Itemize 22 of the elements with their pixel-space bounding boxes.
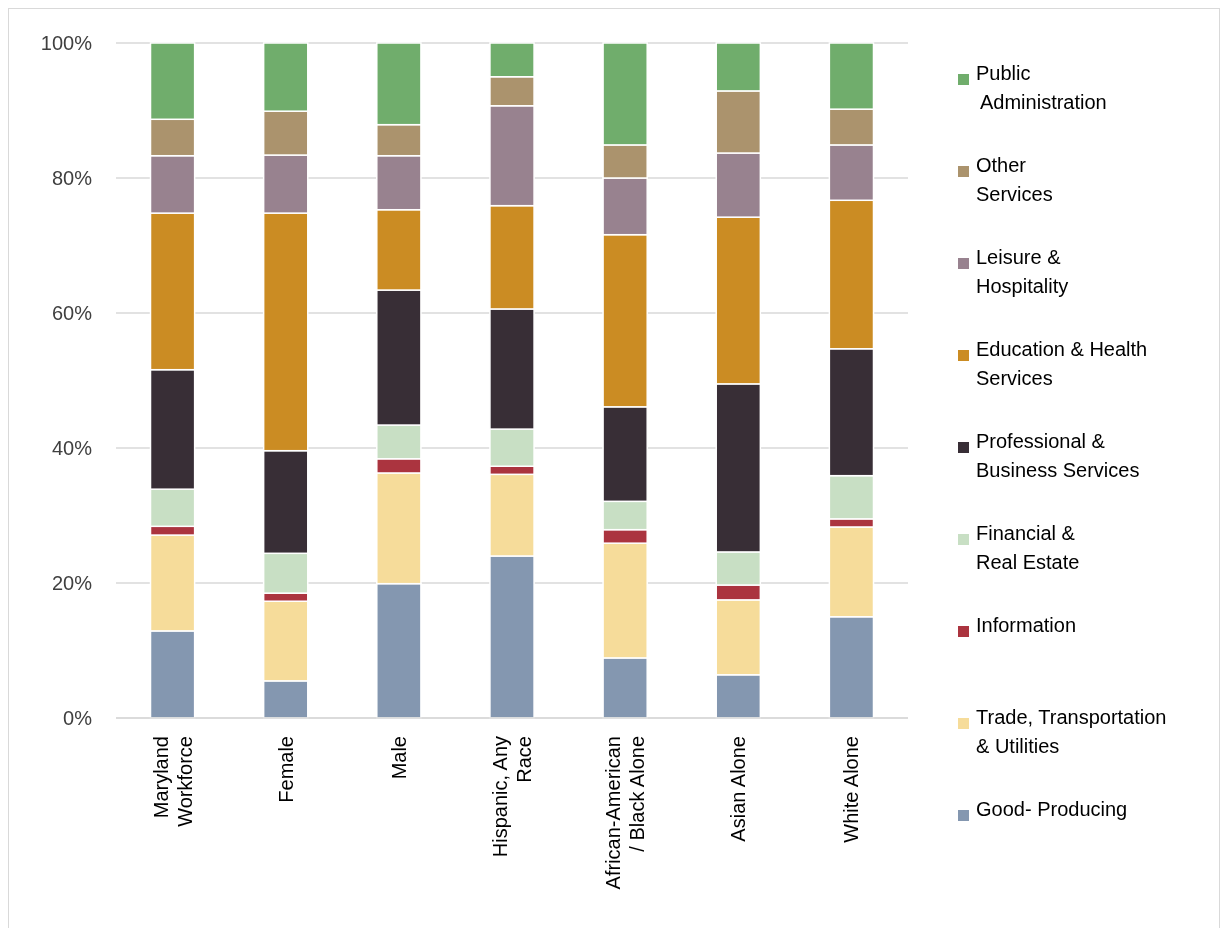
legend-label: Information <box>976 614 1077 636</box>
legend-label: Public Administration <box>976 62 1107 113</box>
legend-label: Trade, Transportation & Utilities <box>976 706 1167 757</box>
x-tick-label: Male <box>387 736 410 780</box>
legend-label: Professional & Business Services <box>976 430 1140 481</box>
legend-label: Good- Producing <box>976 798 1128 820</box>
x-tick-label: White Alone <box>840 736 863 843</box>
x-tick-label: Hispanic, Any Race <box>489 736 535 858</box>
x-tick-label: Female <box>274 736 297 803</box>
y-tick-label: 20% <box>51 572 93 594</box>
x-tick-label: African-American / Black Alone <box>602 736 649 890</box>
legend-label: Education & Health Services <box>976 338 1148 389</box>
y-tick-label: 0% <box>63 707 93 729</box>
y-tick-label: 100% <box>40 32 93 54</box>
legend-label: Other Services <box>976 154 1053 205</box>
legend-label: Financial & Real Estate <box>976 522 1080 573</box>
y-tick-label: 60% <box>51 302 93 324</box>
legend-label: Leisure & Hospitality <box>976 246 1069 297</box>
x-tick-label: Maryland Workforce <box>149 736 196 827</box>
y-tick-label: 80% <box>51 167 93 189</box>
y-tick-label: 40% <box>51 437 93 459</box>
x-tick-label: Asian Alone <box>727 736 750 842</box>
